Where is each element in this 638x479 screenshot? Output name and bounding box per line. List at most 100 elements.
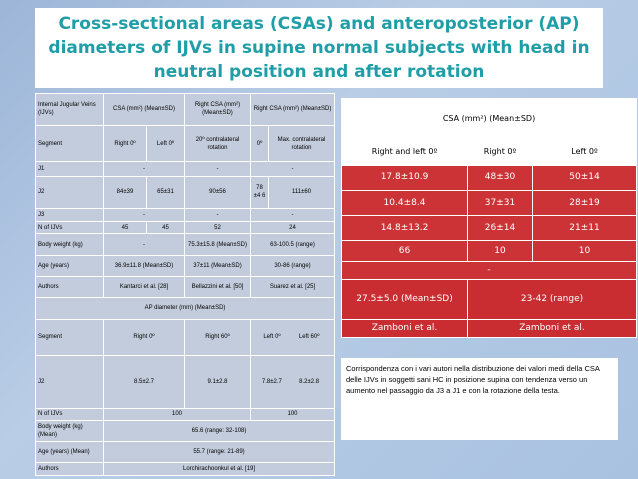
table-row: Zamboni et al. Zamboni et al. bbox=[341, 318, 638, 339]
table-cell: 10.4±8.4 bbox=[341, 189, 468, 217]
table-cell: - bbox=[340, 261, 638, 281]
table-cell-text: Left 0º bbox=[263, 334, 281, 341]
table-row: J2 8.5±2.7 9.1±2.8 7.8±2.7 8.2±2.8 bbox=[35, 354, 336, 409]
note-text: Corrispondenza con i vari autori nella d… bbox=[346, 364, 600, 395]
table-cell: 111±60 bbox=[267, 175, 336, 209]
table-cell: 0º bbox=[250, 124, 269, 163]
table-cell: 7.8±2.7 8.2±2.8 bbox=[249, 354, 336, 409]
table-row: Age (years) 36.9±11.8 (Mean±SD) 37±11 (M… bbox=[35, 254, 336, 278]
table-cell: Age (years) bbox=[35, 254, 104, 278]
table-cell: 37±11 (Mean±SD) bbox=[184, 254, 251, 278]
table-cell: 20º contralateral rotation bbox=[184, 124, 251, 163]
table-cell: 50±14 bbox=[531, 164, 638, 191]
table-cell: Internal Jugular Veins (IJVs) bbox=[35, 93, 104, 126]
table-cell: Kantarci et al. [28] bbox=[103, 275, 185, 299]
table-cell: 17.8±10.9 bbox=[341, 164, 468, 191]
table-cell: Right 60º bbox=[184, 318, 251, 356]
table-row: J1 - - - bbox=[35, 161, 336, 177]
table-cell: 45 bbox=[103, 220, 147, 235]
table-row: Right and left 0º Right 0º Left 0º bbox=[341, 137, 638, 166]
table-cell: 21±11 bbox=[531, 215, 638, 242]
title-box: Cross-sectional areas (CSAs) and anterop… bbox=[35, 8, 603, 88]
table-cell: 84±39 bbox=[103, 175, 147, 209]
table-cell: Max. contralateral rotation bbox=[267, 124, 336, 163]
note-box: Corrispondenza con i vari autori nella d… bbox=[341, 358, 618, 440]
table-cell: - bbox=[249, 207, 336, 222]
table-cell: N of IJVs bbox=[35, 220, 104, 235]
table-cell: AP diameter (mm) (Mean±SD) bbox=[34, 297, 336, 320]
table-cell: 65.6 (range: 32-108) bbox=[102, 419, 336, 442]
table-cell-text: 8.2±2.8 bbox=[299, 378, 320, 385]
table-cell: 24 bbox=[249, 220, 336, 235]
table-cell: - bbox=[103, 161, 185, 177]
table-cell-text: Left 60º bbox=[298, 334, 320, 341]
table-cell: 100 bbox=[249, 407, 336, 421]
table-cell: J1 bbox=[35, 161, 104, 177]
table-cell: Left 0º bbox=[146, 124, 185, 163]
table-cell: 52 bbox=[184, 220, 251, 235]
table-cell: 30-86 (range) bbox=[249, 254, 336, 278]
table-cell: 14.8±13.2 bbox=[341, 215, 468, 242]
table-row: N of IJVs 100 100 bbox=[35, 407, 336, 421]
table-cell: Age (years) (Mean) bbox=[35, 440, 104, 464]
table-row: - bbox=[340, 261, 638, 281]
table-cell: 10 bbox=[467, 240, 533, 263]
table-cell: 66 bbox=[341, 240, 468, 263]
table-row: Segment Right 0º Right 60º Left 0º Left … bbox=[35, 318, 336, 356]
table-row: AP diameter (mm) (Mean±SD) bbox=[34, 297, 336, 320]
table-cell: CSA (mm²) (Mean±SD) bbox=[103, 93, 185, 126]
table-cell: 63-100.5 (range) bbox=[249, 233, 336, 256]
column-header: Left 0º bbox=[531, 137, 638, 166]
table-cell: 23-42 (range) bbox=[466, 279, 638, 320]
column-header: Right and left 0º bbox=[341, 137, 468, 166]
table-cell: 28±19 bbox=[531, 189, 638, 217]
left-data-table: Internal Jugular Veins (IJVs) CSA (mm²) … bbox=[34, 93, 336, 476]
table-cell: Body weight (kg) (Mean) bbox=[35, 419, 104, 442]
table-cell: 26±14 bbox=[467, 215, 533, 242]
table-row: Segment Right 0º Left 0º 20º contralater… bbox=[35, 124, 336, 163]
table-cell: N of IJVs bbox=[35, 407, 104, 421]
table-cell: Right 0º bbox=[103, 318, 185, 356]
table-cell: Right CSA (mm²) (Mean±SD) bbox=[249, 93, 336, 126]
table-cell: - bbox=[184, 161, 251, 177]
table-cell: 37±31 bbox=[467, 189, 533, 217]
table-row: CSA (mm²) (Mean±SD) bbox=[340, 97, 638, 139]
table-cell: 55.7 (range: 21-89) bbox=[102, 440, 336, 464]
table-row: Age (years) (Mean) 55.7 (range: 21-89) bbox=[35, 440, 336, 464]
table-row: Authors Lorchirachoonkul et al. [19] bbox=[35, 462, 336, 476]
table-cell: - bbox=[103, 233, 185, 256]
table-row: 17.8±10.9 48±30 50±14 bbox=[341, 164, 638, 191]
table-row: J2 84±39 65±31 90±56 78 ±4 6 111±60 bbox=[35, 175, 336, 209]
table-header: CSA (mm²) (Mean±SD) bbox=[340, 97, 638, 139]
table-cell: 36.9±11.8 (Mean±SD) bbox=[103, 254, 185, 278]
table-cell: Authors bbox=[35, 275, 104, 299]
table-cell: 10 bbox=[531, 240, 638, 263]
table-cell: 9.1±2.8 bbox=[184, 354, 251, 409]
table-row: Authors Kantarci et al. [28] Bellazzini … bbox=[35, 275, 336, 299]
table-cell: 8.5±2.7 bbox=[103, 354, 185, 409]
table-row: Body weight (kg) (Mean) 65.6 (range: 32-… bbox=[35, 419, 336, 442]
table-cell: - bbox=[249, 161, 336, 177]
table-row: N of IJVs 45 45 52 24 bbox=[35, 220, 336, 235]
table-cell: Zamboni et al. bbox=[466, 318, 638, 339]
table-cell: Zamboni et al. bbox=[341, 318, 468, 339]
right-csa-table: CSA (mm²) (Mean±SD) Right and left 0º Ri… bbox=[340, 97, 638, 339]
table-cell: Right 0º bbox=[103, 124, 147, 163]
table-cell: Lorchirachoonkul et al. [19] bbox=[102, 462, 336, 476]
table-cell: 75.3±15.8 (Mean±SD) bbox=[184, 233, 251, 256]
table-cell: - bbox=[184, 207, 251, 222]
table-row: Body weight (kg) - 75.3±15.8 (Mean±SD) 6… bbox=[35, 233, 336, 256]
table-cell: Bellazzini et al. [50] bbox=[184, 275, 251, 299]
table-row: J3 - - - bbox=[35, 207, 336, 222]
table-cell: 65±31 bbox=[146, 175, 185, 209]
table-cell: J2 bbox=[35, 354, 104, 409]
table-cell: Segment bbox=[35, 318, 104, 356]
table-cell: 90±56 bbox=[184, 175, 251, 209]
table-cell: Authors bbox=[35, 462, 104, 476]
table-cell-text: 7.8±2.7 bbox=[261, 378, 282, 385]
table-row: 14.8±13.2 26±14 21±11 bbox=[341, 215, 638, 242]
table-row: 27.5±5.0 (Mean±SD) 23-42 (range) bbox=[341, 279, 638, 320]
table-cell: 78 ±4 6 bbox=[250, 175, 269, 209]
table-cell: 100 bbox=[103, 407, 251, 421]
table-cell: J3 bbox=[35, 207, 104, 222]
